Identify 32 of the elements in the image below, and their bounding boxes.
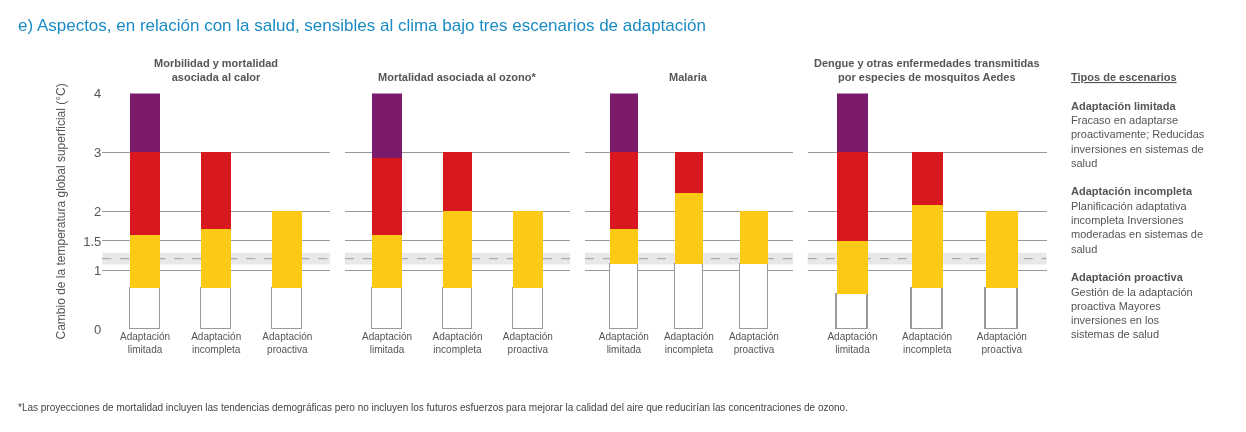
x-tick-label: Adaptación proactiva (502, 331, 553, 356)
x-tick-label: Adaptación incompleta (663, 331, 714, 356)
text: Gestión de la adaptación proactiva Mayores inversiones en los sistemas de salud (1071, 285, 1193, 341)
text: Planificación adaptativa incompleta Inversiones moderadas en sistemas de salud (1071, 199, 1204, 255)
text: Adaptación incompleta (1071, 185, 1193, 198)
x-tick-label: Adaptación incompleta (902, 331, 953, 356)
text: *Las proyecciones de mortalidad incluyen las tendencias demográficas pero no incluyen los futuros esfuerzos para mejorar la calidad del aire que reducirían las concentraciones de ozono. (18, 402, 848, 413)
x-tick-label: Adaptación limitada (120, 331, 171, 356)
chart-title: Dengue y otras enfermedades transmitidas por especies de mosquitos Aedes (814, 57, 1040, 84)
text: Adaptación limitada (1071, 99, 1177, 112)
x-tick-label: Adaptación incompleta (432, 331, 483, 356)
y-axis-title: Cambio de la temperatura global superficial (°C) (53, 83, 68, 340)
x-tick-label: Adaptación proactiva (728, 331, 779, 356)
y-tick-label: 1.5 (83, 233, 102, 249)
x-tick-label: Adaptación incompleta (191, 331, 242, 356)
chart-title: Morbilidad y mortalidad asociada al calor (154, 57, 279, 84)
y-tick-label: 2 (94, 203, 102, 219)
x-tick-label: Adaptación proactiva (262, 331, 313, 356)
text: Tipos de escenarios (1071, 71, 1177, 83)
text: Fracaso en adaptarse proactivamente; Reducidas inversiones en sistemas de salud (1071, 113, 1205, 169)
x-tick-label: Adaptación limitada (362, 331, 413, 356)
text: Adaptación proactiva (1071, 271, 1184, 284)
x-tick-label: Adaptación limitada (827, 331, 878, 356)
y-tick-label: 1 (94, 263, 102, 278)
y-tick-label: 0 (94, 322, 102, 338)
chart-title: Mortalidad asociada al ozono* (378, 71, 537, 83)
y-tick-label: 3 (94, 144, 102, 160)
x-tick-label: Adaptación limitada (598, 331, 649, 356)
chart-title: Malaria (669, 71, 708, 83)
x-tick-label: Adaptación proactiva (976, 331, 1027, 356)
text: e) Aspectos, en relación con la salud, sensibles al clima bajo tres escenarios de adaptación (18, 16, 706, 35)
y-tick-label: 4 (94, 85, 102, 101)
